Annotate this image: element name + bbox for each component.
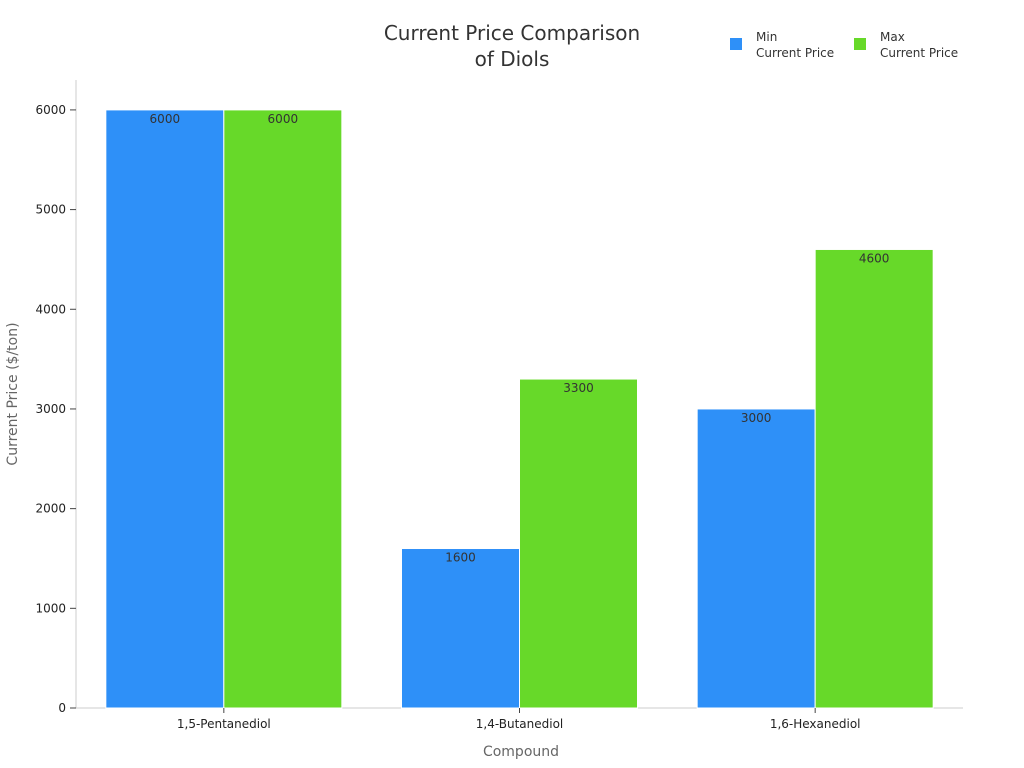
y-tick-label: 2000 [35, 502, 66, 516]
bar-value-label: 3000 [741, 411, 772, 425]
bar-value-label: 3300 [563, 381, 594, 395]
bar-min [696, 408, 816, 709]
x-tick-label: 1,6-Hexanediol [770, 717, 861, 731]
y-tick-label: 5000 [35, 203, 66, 217]
legend-label-min-line-2: Current Price [756, 46, 834, 60]
y-tick-label: 3000 [35, 402, 66, 416]
legend-swatch-max [854, 38, 866, 50]
legend-label-max-line-1: Max [880, 30, 905, 44]
legend-label-min-line-1: Min [756, 30, 777, 44]
x-tick-label: 1,5-Pentanediol [177, 717, 271, 731]
bar-min [105, 109, 225, 709]
bar-min [401, 548, 520, 709]
chart-title-line-1: Current Price Comparison [384, 21, 640, 45]
bars: 6000 6000 1600 3300 3000 4600 [105, 109, 934, 709]
bar-max [814, 248, 934, 709]
bar-value-label: 4600 [859, 251, 890, 265]
y-tick-label: 4000 [35, 302, 66, 316]
bar-value-label: 6000 [268, 112, 299, 126]
bar-max [223, 109, 343, 709]
x-axis-title: Compound [483, 744, 559, 760]
y-axis-title: Current Price ($/ton) [5, 322, 21, 465]
x-axis-ticks: 1,5-Pentanediol 1,4-Butanediol 1,6-Hexaned… [177, 708, 861, 731]
x-tick-label: 1,4-Butanediol [476, 717, 564, 731]
y-tick-label: 0 [58, 701, 66, 715]
legend: Min Current Price Max Current Price [730, 30, 958, 60]
chart-title-line-2: of Diols [475, 47, 550, 71]
bar-value-label: 1600 [445, 551, 476, 565]
y-axis-ticks: 0 1000 2000 3000 4000 5000 6000 [35, 103, 76, 715]
legend-label-max-line-2: Current Price [880, 46, 958, 60]
y-tick-label: 6000 [35, 103, 66, 117]
legend-swatch-min [730, 38, 742, 50]
bar-max [519, 378, 638, 709]
y-tick-label: 1000 [35, 601, 66, 615]
bar-value-label: 6000 [150, 112, 181, 126]
